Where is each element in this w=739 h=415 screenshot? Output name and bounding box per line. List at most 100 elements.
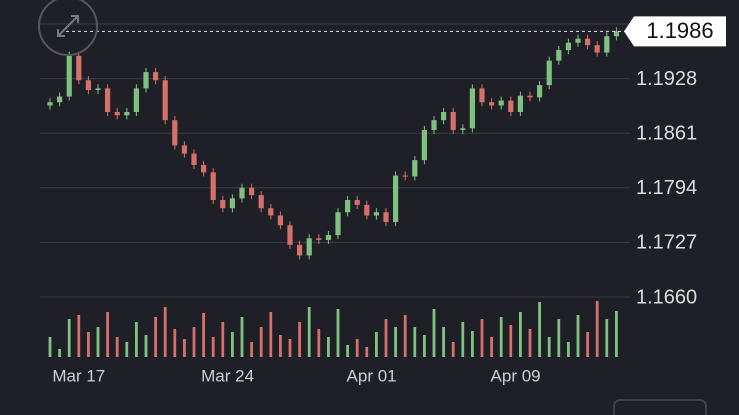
expand-button[interactable] xyxy=(38,0,98,56)
volume-bar xyxy=(231,332,234,357)
candle-body xyxy=(143,72,149,89)
candle-body xyxy=(594,45,600,53)
candle-body xyxy=(316,238,322,240)
volume-bar xyxy=(509,325,513,357)
candle-body xyxy=(268,208,274,216)
candle-body xyxy=(76,55,82,81)
expand-circle xyxy=(38,0,98,56)
x-tick-label: Apr 01 xyxy=(347,366,397,385)
volume-bar xyxy=(58,349,61,357)
volume-bar xyxy=(499,317,503,357)
candle-body xyxy=(613,31,619,37)
candle-body xyxy=(239,187,245,199)
expand-icon xyxy=(57,15,79,37)
candle-body xyxy=(220,200,226,209)
volume-bar xyxy=(288,339,292,357)
volume-bar xyxy=(403,315,407,357)
candle-body xyxy=(95,88,101,91)
volume-bar xyxy=(211,337,215,357)
y-tick-label: 1.1660 xyxy=(636,286,697,308)
candle-body xyxy=(546,60,552,86)
candle-body xyxy=(441,112,447,121)
bottom-button[interactable] xyxy=(613,399,707,415)
volume-bar xyxy=(327,337,330,357)
y-tick-label: 1.1861 xyxy=(636,122,697,144)
candle-body xyxy=(354,200,360,205)
candle-body xyxy=(277,215,283,226)
volume-bar xyxy=(384,319,388,357)
candle-body xyxy=(565,42,571,51)
candle-body xyxy=(181,145,187,154)
volume-bar xyxy=(432,309,436,357)
candle-body xyxy=(508,100,514,113)
candle-body xyxy=(450,112,456,130)
candle-body xyxy=(479,88,485,103)
last-price-label: 1.1986 xyxy=(646,18,713,43)
volume-bar xyxy=(615,311,618,357)
candle-body xyxy=(172,120,178,146)
candle-body xyxy=(287,225,293,245)
volume-bar xyxy=(442,327,445,357)
volume-bar xyxy=(519,312,522,357)
volume-bar xyxy=(375,332,378,357)
volume-bar xyxy=(259,327,263,357)
volume-bar xyxy=(451,342,455,357)
candle-body xyxy=(124,112,130,116)
candle-body xyxy=(383,212,389,223)
candle-body xyxy=(57,96,63,103)
candle-body xyxy=(345,200,351,213)
volume-bar xyxy=(183,339,186,357)
candle-body xyxy=(210,172,216,201)
volume-bar xyxy=(221,322,225,357)
candle-body xyxy=(412,160,418,177)
volume-bar xyxy=(202,313,205,357)
volume-bar xyxy=(307,307,311,357)
candle-body xyxy=(373,212,379,216)
candle-body xyxy=(498,100,504,106)
volume-bar xyxy=(115,337,119,357)
candle-body xyxy=(604,36,610,53)
candle-body xyxy=(402,175,408,177)
volume-bar xyxy=(461,322,465,357)
volume-bar xyxy=(135,322,138,357)
volume-bar xyxy=(413,327,417,357)
candle-body xyxy=(85,80,91,91)
candle-body xyxy=(105,88,111,113)
candle-body xyxy=(575,38,581,43)
volume-bar xyxy=(163,307,167,357)
volume-bar xyxy=(125,342,129,357)
volume-bar xyxy=(77,315,81,357)
volume-bar xyxy=(576,315,580,357)
x-tick-label: Apr 09 xyxy=(491,366,541,385)
volume-bar xyxy=(279,335,282,357)
volume-bar xyxy=(538,302,541,357)
candle-body xyxy=(258,195,264,209)
candle-body xyxy=(585,38,591,46)
volume-bar xyxy=(240,317,244,357)
candle-body xyxy=(66,55,72,97)
volume-bar xyxy=(355,339,359,357)
x-tick-label: Mar 17 xyxy=(52,366,105,385)
candle-body xyxy=(431,120,437,130)
candle-body xyxy=(191,153,197,165)
volume-bar xyxy=(250,342,253,357)
x-tick-label: Mar 24 xyxy=(201,366,254,385)
volume-bar xyxy=(557,319,561,357)
volume-bar xyxy=(96,327,100,357)
volume-bar xyxy=(365,347,369,357)
candle-body xyxy=(249,187,255,196)
candle-body xyxy=(527,95,533,98)
volume-bar xyxy=(106,312,109,357)
y-tick-label: 1.1794 xyxy=(636,177,697,199)
candle-body xyxy=(325,235,331,240)
volume-bar xyxy=(595,301,599,357)
candle-body xyxy=(47,102,53,106)
volume-bar xyxy=(336,309,340,357)
candle-body xyxy=(489,102,495,106)
volume-bar xyxy=(586,332,589,357)
volume-bar xyxy=(298,322,301,357)
volume-bar xyxy=(154,317,157,357)
